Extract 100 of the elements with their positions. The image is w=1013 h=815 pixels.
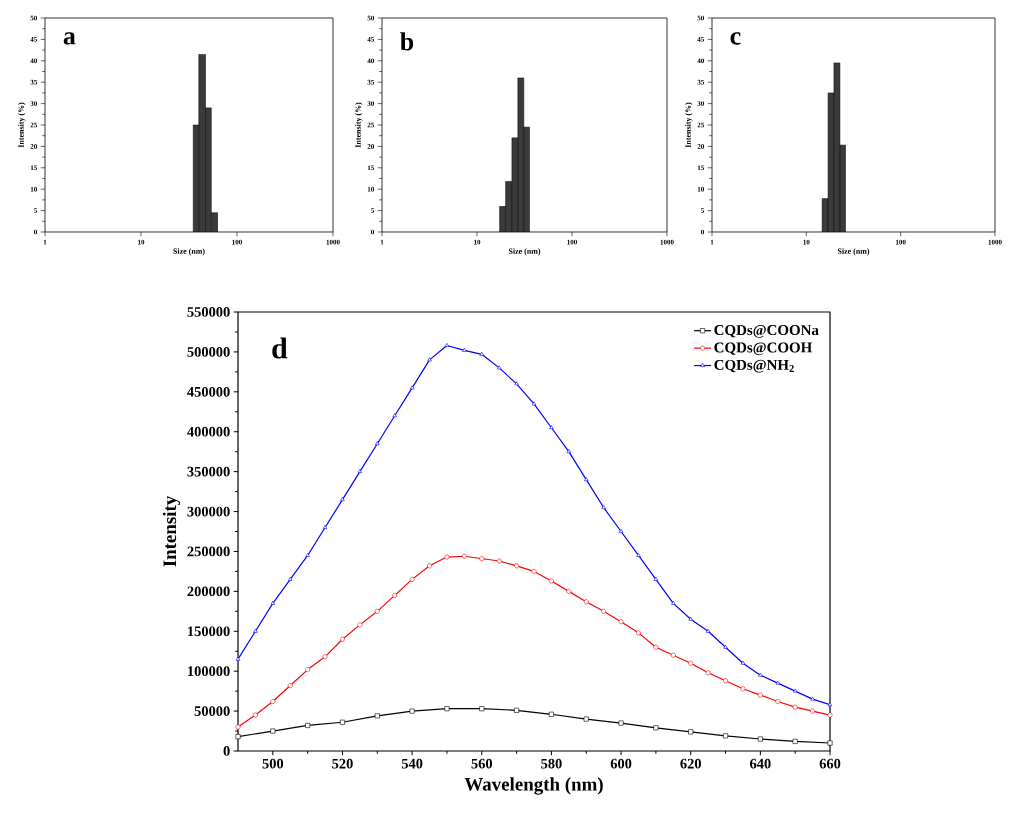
point [653, 725, 659, 731]
point [287, 683, 293, 689]
point [827, 702, 833, 707]
point [462, 347, 467, 352]
point [670, 652, 676, 658]
point [270, 728, 276, 734]
point [792, 738, 798, 744]
y-axis-title: Intensity [162, 495, 181, 567]
y-tick-label: 350000 [187, 466, 230, 477]
point [375, 441, 380, 446]
point [827, 740, 833, 746]
point [792, 688, 798, 693]
point [444, 343, 450, 347]
x-axis-title: Wavelength (nm) [464, 777, 603, 795]
point [758, 672, 763, 677]
point [827, 712, 833, 718]
annotation: a [63, 32, 76, 45]
x-tick-label: 660 [819, 758, 841, 769]
point [601, 505, 606, 509]
point [235, 656, 241, 661]
point [705, 628, 711, 633]
point [671, 600, 676, 605]
annotation: c [730, 32, 741, 45]
x-tick-label: 620 [680, 758, 701, 769]
point [322, 525, 328, 529]
point [723, 733, 729, 739]
point [688, 616, 693, 621]
point [252, 712, 258, 718]
x-tick-label: 580 [541, 758, 562, 769]
point [775, 680, 780, 685]
point [548, 711, 554, 717]
point [566, 449, 572, 454]
y-tick-label: 150000 [188, 626, 230, 637]
point [374, 713, 380, 719]
point [636, 552, 641, 557]
point [461, 553, 467, 559]
point [409, 576, 415, 582]
point [531, 401, 537, 406]
y-tick-label: 450000 [187, 386, 230, 397]
point [601, 608, 607, 614]
point [757, 692, 763, 698]
point [548, 578, 554, 584]
legend-label: CQDs@COONa [714, 324, 819, 338]
point [444, 706, 450, 712]
point [740, 660, 746, 665]
point [566, 588, 572, 594]
x-tick-label: 640 [750, 758, 771, 769]
point [305, 667, 311, 673]
y-tick-label: 50000 [194, 706, 230, 716]
y-tick-label: 200000 [187, 586, 230, 597]
y-tick-label: 400000 [187, 426, 230, 437]
x-tick-label: 560 [471, 758, 493, 769]
y-tick-label: 300000 [187, 506, 230, 517]
point [757, 736, 763, 742]
point [740, 686, 746, 692]
point [723, 678, 729, 684]
point [583, 599, 589, 605]
point [357, 622, 363, 628]
point [270, 600, 276, 605]
point [305, 722, 311, 728]
x-tick-label: 500 [262, 758, 284, 769]
point [427, 357, 432, 362]
y-tick-label: 550000 [187, 307, 230, 317]
point [288, 576, 293, 581]
point [235, 734, 241, 740]
annotation: b [400, 32, 414, 51]
point [723, 644, 728, 649]
x-tick-label: 520 [332, 758, 353, 769]
point [444, 554, 450, 560]
point [514, 707, 520, 713]
point [374, 608, 380, 614]
point [235, 724, 241, 730]
point [514, 563, 520, 569]
point [705, 670, 711, 676]
point [549, 425, 554, 430]
point [584, 477, 589, 482]
point [340, 497, 345, 501]
point [339, 719, 345, 725]
point [339, 636, 345, 642]
point [479, 706, 485, 712]
point [618, 619, 624, 625]
y-tick-label: 100000 [188, 666, 230, 677]
x-tick-label: 600 [610, 758, 632, 769]
point [792, 704, 798, 710]
point [583, 716, 589, 722]
point [688, 660, 694, 666]
y-tick-label: 250000 [187, 546, 230, 557]
point [618, 529, 624, 533]
y-tick-label: 500000 [187, 347, 230, 357]
point [635, 630, 641, 636]
point [270, 699, 276, 704]
point [479, 351, 484, 356]
point [810, 696, 815, 701]
point [810, 708, 816, 714]
annotation: d [272, 337, 288, 359]
point [253, 628, 258, 633]
point [479, 556, 485, 562]
point [392, 592, 398, 598]
point [322, 654, 328, 660]
point [357, 469, 363, 474]
